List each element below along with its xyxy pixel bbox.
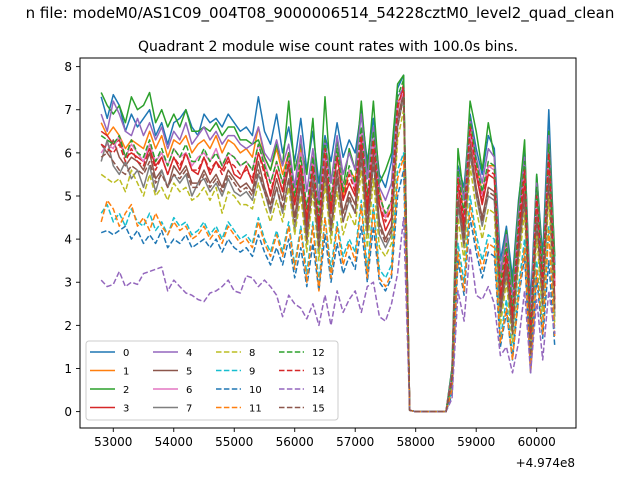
y-axis: 0 1 2 3 4 5 6 7 8 [64, 60, 80, 419]
axes-frame [79, 57, 577, 429]
y-tick-label: 7 [64, 103, 72, 117]
legend-label-5: 5 [186, 367, 192, 378]
y-tick-label: 6 [64, 146, 72, 160]
legend-label-7: 7 [186, 404, 192, 415]
series-layer [100, 74, 556, 413]
y-tick-label: 5 [64, 189, 72, 203]
series-line-14 [100, 216, 556, 413]
y-tick-label: 0 [64, 405, 72, 419]
legend-label-10: 10 [249, 385, 262, 396]
legend-label-6: 6 [186, 385, 192, 396]
x-tick-label: 55000 [215, 435, 253, 449]
x-tick-label: 53000 [94, 435, 132, 449]
series-line-8 [100, 108, 556, 413]
legend-label-3: 3 [123, 404, 129, 415]
legend-frame [85, 340, 339, 421]
series-line-2 [100, 74, 556, 413]
legend-label-12: 12 [312, 348, 325, 359]
legend-label-8: 8 [249, 348, 255, 359]
series-line-11 [100, 156, 556, 413]
legend-label-1: 1 [123, 367, 129, 378]
x-tick-label: 57000 [336, 435, 374, 449]
series-line-13 [100, 87, 556, 413]
series-line-10 [100, 169, 556, 413]
series-line-12 [100, 78, 556, 413]
y-tick-label: 2 [64, 319, 72, 333]
legend-label-14: 14 [312, 385, 325, 396]
series-line-9 [100, 152, 556, 413]
figure-suptitle: n file: modeM0/AS1C09_004T08_9000006514_… [26, 4, 615, 23]
x-tick-label: 54000 [155, 435, 193, 449]
chart-title: Quadrant 2 module wise count rates with … [138, 39, 518, 55]
x-tick-label: 60000 [518, 435, 556, 449]
legend-label-2: 2 [123, 385, 129, 396]
legend-label-9: 9 [249, 367, 255, 378]
x-tick-label: 59000 [457, 435, 495, 449]
x-axis: 53000 54000 55000 56000 57000 58000 59000 60000 [94, 428, 556, 449]
legend-label-15: 15 [312, 404, 325, 415]
y-tick-label: 3 [64, 276, 72, 290]
series-line-15 [100, 96, 556, 413]
legend-label-0: 0 [123, 348, 129, 359]
series-line-4 [100, 87, 556, 413]
y-tick-label: 1 [64, 362, 72, 376]
x-offset-label: +4.974e8 [516, 456, 575, 470]
x-tick-label: 58000 [397, 435, 435, 449]
y-tick-label: 4 [64, 233, 72, 247]
y-tick-label: 8 [64, 60, 72, 74]
legend-label-13: 13 [312, 367, 325, 378]
legend-label-4: 4 [186, 348, 192, 359]
legend-label-11: 11 [249, 404, 262, 415]
x-tick-label: 56000 [276, 435, 314, 449]
